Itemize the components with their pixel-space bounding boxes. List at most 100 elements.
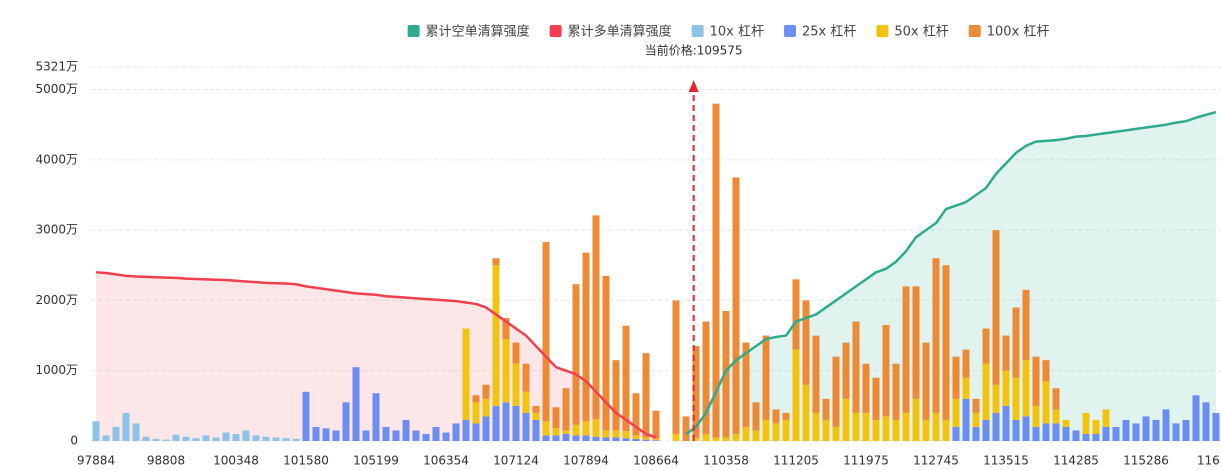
bar-segment (672, 300, 680, 434)
bar-segment (602, 275, 610, 431)
bar-segment (1092, 433, 1100, 441)
bar-segment (132, 423, 140, 441)
bar-segment (1032, 405, 1040, 427)
x-tick-label: 107124 (493, 454, 539, 468)
bar-segment (362, 430, 370, 441)
legend-label: 累计空单清算强度 (426, 24, 530, 40)
x-tick-label: 107894 (563, 454, 609, 468)
bar-segment (952, 356, 960, 399)
bar-segment (762, 419, 770, 441)
bar-segment (282, 438, 290, 441)
bar-segment (812, 412, 820, 441)
bar-segment (722, 310, 730, 438)
bar-segment (252, 435, 260, 441)
bar-segment (752, 430, 760, 441)
legend-label: 100x 杠杆 (987, 24, 1050, 40)
bar-segment (632, 435, 640, 439)
bar-segment (492, 258, 500, 266)
bar-segment (892, 419, 900, 441)
x-tick-label: 114285 (1053, 454, 1099, 468)
bar-segment (352, 367, 360, 441)
bar-segment (722, 437, 730, 441)
bar-segment (1102, 409, 1110, 427)
x-tick-label: 110358 (703, 454, 749, 468)
x-tick-label: 101580 (283, 454, 329, 468)
bar-segment (552, 428, 560, 436)
bar-segment (942, 265, 950, 420)
bar-segment (342, 402, 350, 441)
bar-segment (872, 419, 880, 441)
bar-segment (692, 437, 700, 441)
legend-swatch (691, 25, 704, 37)
bar-segment (592, 436, 600, 441)
bar-segment (302, 391, 310, 441)
bar-segment (542, 435, 550, 441)
bar-segment (1162, 409, 1170, 441)
bar-segment (552, 435, 560, 441)
bar-segment (542, 421, 550, 436)
bar-segment (802, 300, 810, 385)
bar-segment (522, 412, 530, 441)
bar-segment (522, 363, 530, 392)
bar-segment (692, 346, 700, 438)
bar-segment (1012, 307, 1020, 378)
bar-segment (982, 419, 990, 441)
bar-segment (732, 433, 740, 441)
x-tick-label: 106354 (423, 454, 469, 468)
bar-segment (772, 409, 780, 424)
bar-segment (142, 436, 150, 441)
bar-segment (822, 419, 830, 441)
x-tick-label: 98808 (147, 454, 185, 468)
bar-segment (962, 398, 970, 441)
bar-segment (552, 407, 560, 429)
bar-segment (512, 363, 520, 406)
bar-segment (112, 426, 120, 441)
bar-segment (522, 391, 530, 413)
bar-segment (772, 423, 780, 441)
bar-segment (952, 426, 960, 441)
bar-segment (862, 363, 870, 413)
bar-segment (472, 402, 480, 424)
y-tick-label: 0 (70, 434, 78, 448)
bar-segment (642, 353, 650, 438)
current-price-arrow (688, 80, 699, 92)
bar-segment (462, 419, 470, 441)
bar-segment (902, 286, 910, 413)
bar-segment (192, 438, 200, 441)
bar-segment (572, 284, 580, 425)
bar-segment (422, 433, 430, 441)
bar-segment (672, 433, 680, 441)
x-tick-label: 97884 (77, 454, 115, 468)
bar-segment (612, 437, 620, 441)
legend-swatch (549, 25, 562, 37)
bar-segment (492, 405, 500, 441)
bar-segment (392, 430, 400, 441)
bar-segment (1172, 423, 1180, 441)
y-tick-label: 5000万 (35, 82, 78, 96)
bar-segment (1062, 419, 1070, 427)
bar-segment (1042, 381, 1050, 424)
bar-segment (492, 265, 500, 406)
bar-segment (612, 360, 620, 431)
bar-segment (152, 438, 160, 441)
x-tick-label: 111205 (773, 454, 819, 468)
bar-segment (832, 426, 840, 441)
bar-segment (652, 410, 660, 439)
x-tick-label: 11613 (1197, 454, 1221, 468)
y-tick-label: 2000万 (35, 293, 78, 307)
bar-segment (182, 436, 190, 441)
bar-segment (1112, 426, 1120, 441)
legend-label: 10x 杠杆 (710, 24, 764, 40)
bar-segment (1042, 360, 1050, 382)
bar-segment (1102, 426, 1110, 441)
bar-segment (992, 230, 1000, 385)
bar-segment (902, 412, 910, 441)
bar-segment (572, 435, 580, 441)
bar-segment (922, 342, 930, 420)
bar-segment (542, 242, 550, 422)
bar-segment (912, 286, 920, 399)
bar-segment (1042, 423, 1050, 441)
bar-segment (622, 438, 630, 441)
bar-segment (842, 398, 850, 441)
